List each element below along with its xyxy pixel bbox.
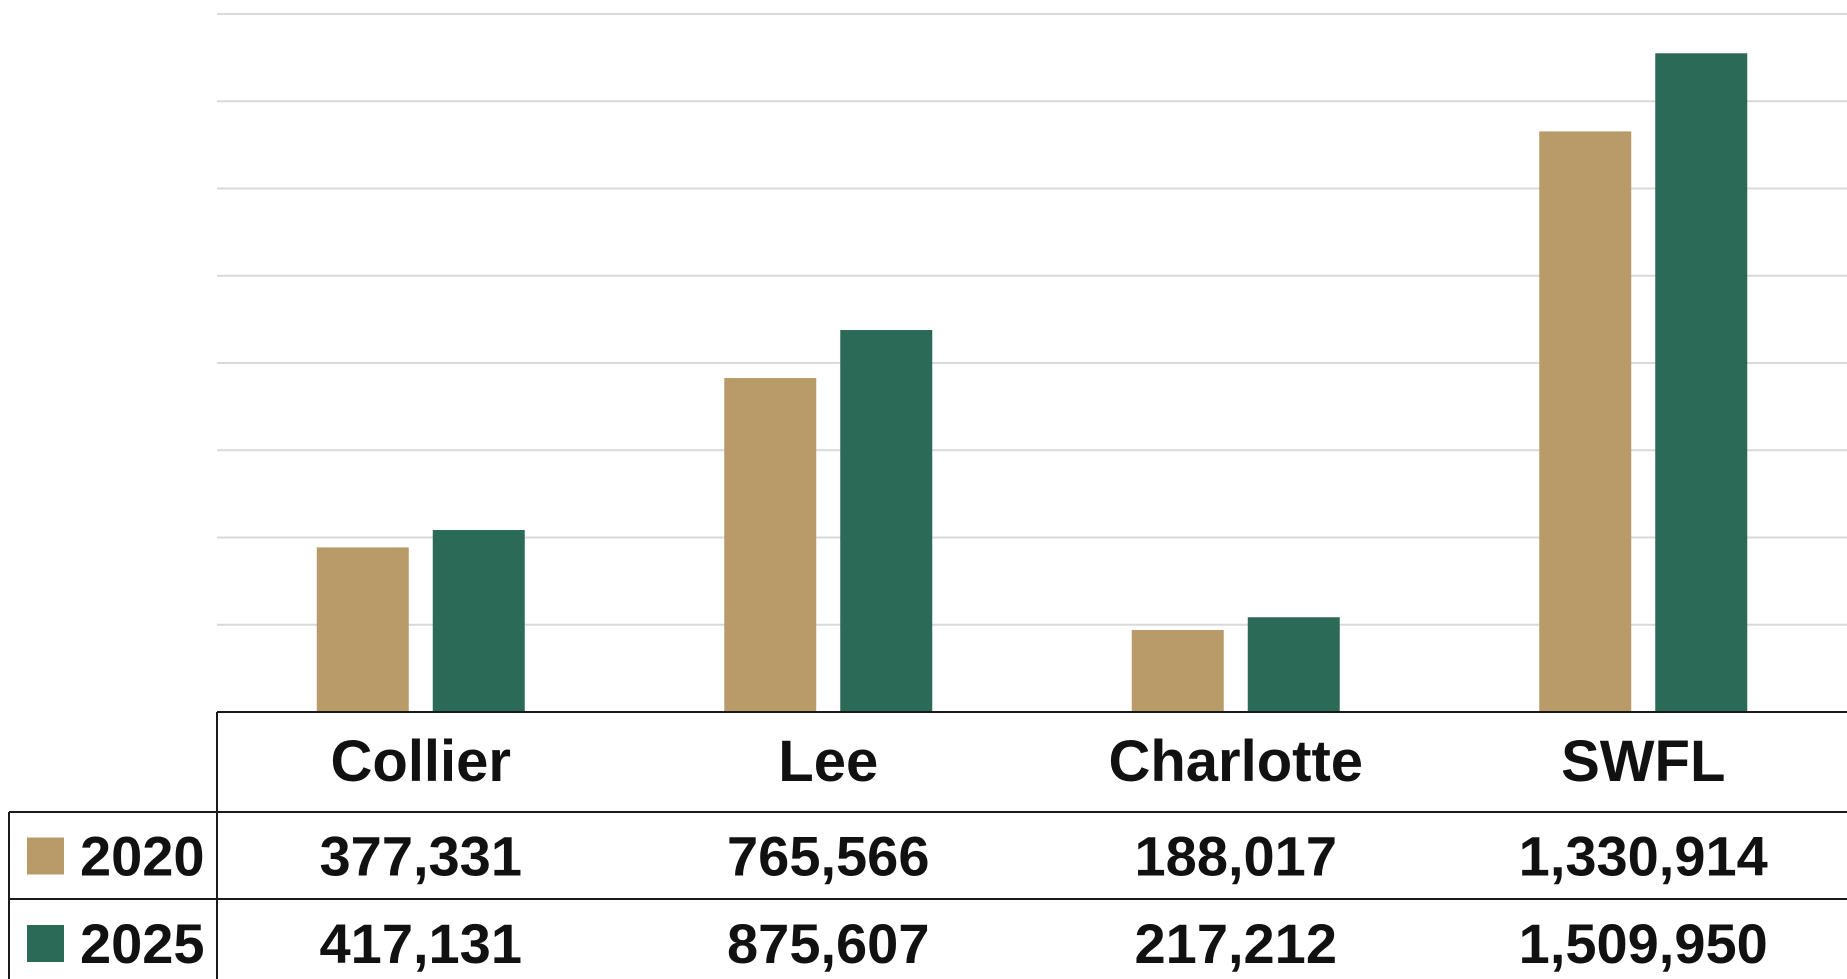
table-value: 765,566 (727, 825, 929, 888)
bar-2025-swfl (1655, 53, 1748, 713)
category-label: Lee (778, 729, 878, 794)
table-value: 1,330,914 (1519, 825, 1768, 888)
legend-label-2025: 2025 (80, 912, 205, 975)
table-value: 875,607 (727, 912, 929, 975)
category-label: Charlotte (1108, 729, 1363, 794)
legend-swatch-2020 (27, 837, 64, 875)
category-label: Collier (331, 729, 512, 794)
table-value: 217,212 (1135, 912, 1337, 975)
bar-2025-charlotte (1247, 617, 1340, 712)
legend-label-2020: 2020 (80, 825, 205, 888)
table-value: 188,017 (1135, 825, 1337, 888)
bar-2020-swfl (1539, 131, 1632, 712)
bar-2025-collier (432, 530, 525, 712)
bar-2025-lee (840, 330, 933, 712)
table-value: 417,131 (320, 912, 522, 975)
bar-2020-charlotte (1131, 629, 1224, 712)
bar-2020-collier (316, 547, 409, 712)
bar-2020-lee (724, 378, 817, 712)
bars (316, 53, 1748, 713)
table-value: 377,331 (320, 825, 522, 888)
data-table: Collier Lee Charlotte SWFL 2020 377,331 765,56… (8, 711, 1847, 979)
legend-swatch-2025 (27, 925, 64, 962)
category-label: SWFL (1561, 729, 1725, 794)
table-value: 1,509,950 (1519, 912, 1768, 975)
